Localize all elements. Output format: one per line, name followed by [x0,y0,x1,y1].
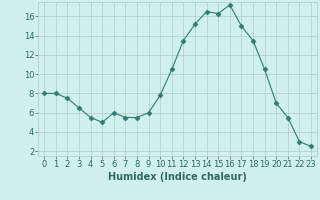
X-axis label: Humidex (Indice chaleur): Humidex (Indice chaleur) [108,172,247,182]
